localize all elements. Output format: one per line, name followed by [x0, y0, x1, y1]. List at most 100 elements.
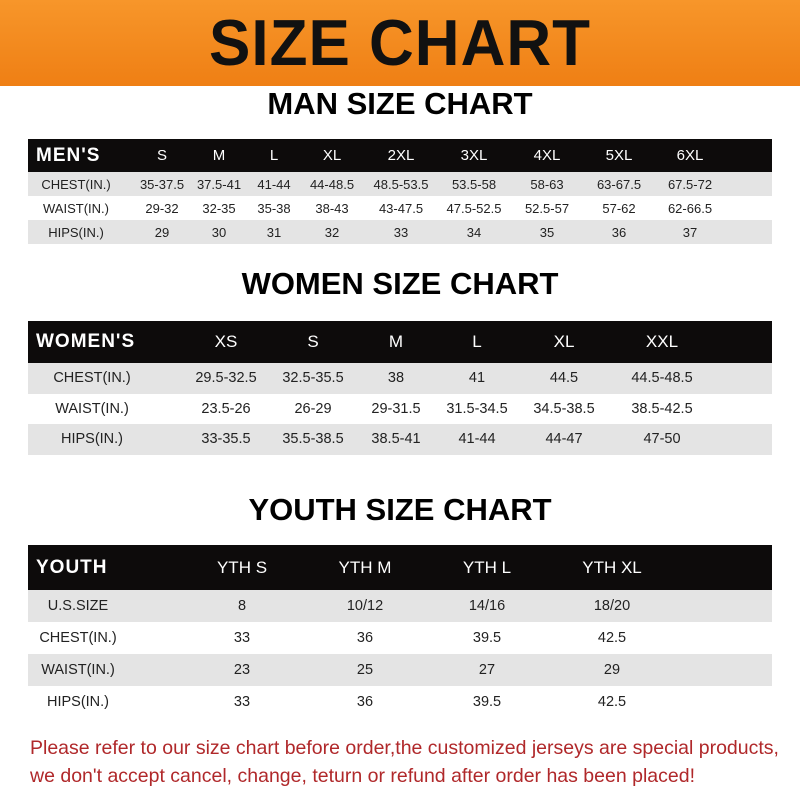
- table-cell: 33: [233, 694, 251, 710]
- table-cell: 32-35: [202, 200, 236, 216]
- youth-size-table: YOUTH YTH S YTH M YTH L YTH XL U.S.SIZE 8 10/12…: [28, 545, 772, 718]
- table-row: HIPS(IN.) 33-35.5 35.5-38.5 38.5-41 41-44 44-…: [28, 424, 772, 455]
- table-cell: 41-44: [257, 176, 291, 192]
- table-cell: 53.5-58: [451, 176, 497, 192]
- women-title: WOMEN SIZE CHART: [241, 266, 559, 301]
- size-header-cell: M: [212, 147, 226, 164]
- row-label: CHEST(IN.): [41, 176, 111, 192]
- table-cell: 26-29: [294, 400, 332, 417]
- table-cell: 23: [233, 662, 251, 678]
- table-header-row: WOMEN'S XS S M L XL XXL: [28, 321, 772, 363]
- table-cell: 36: [611, 224, 627, 240]
- size-header-cell: YTH L: [462, 557, 512, 577]
- table-cell: 39.5: [472, 694, 502, 710]
- table-cell: 39.5: [472, 630, 502, 646]
- row-label: CHEST(IN.): [39, 630, 117, 646]
- table-cell: 48.5-53.5: [373, 176, 429, 192]
- table-header-row: MEN'S S M L XL 2XL 3XL 4XL 5XL 6XL: [28, 139, 772, 172]
- row-label: U.S.SIZE: [47, 598, 109, 614]
- size-header-cell: L: [472, 332, 482, 351]
- table-cell: 38.5-42.5: [631, 400, 693, 417]
- row-label: CHEST(IN.): [53, 370, 131, 387]
- women-size-table: WOMEN'S XS S M L XL XXL CHEST(IN.) 29.5-32.5 32.5…: [28, 321, 772, 455]
- table-row: WAIST(IN.) 23 25 27 29: [28, 654, 772, 686]
- size-header-cell: XL: [322, 147, 342, 164]
- table-cell: 18/20: [593, 598, 631, 614]
- table-cell: 44-48.5: [309, 176, 355, 192]
- table-cell: 14/16: [468, 598, 506, 614]
- table-cell: 33-35.5: [201, 431, 251, 448]
- table-row: CHEST(IN.) 35-37.5 37.5-41 41-44 44-48.5 48.5…: [28, 172, 772, 196]
- table-cell: 41: [468, 370, 486, 387]
- table-title-cell: YOUTH: [36, 556, 108, 578]
- order-note-line-1: Please refer to our size chart before or…: [30, 737, 779, 759]
- banner: SIZE CHART: [0, 0, 800, 86]
- table-cell: 44-47: [545, 431, 583, 448]
- size-header-cell: S: [156, 147, 168, 164]
- table-cell: 38: [387, 370, 405, 387]
- table-row: WAIST(IN.) 29-32 32-35 35-38 38-43 43-47.5 47.…: [28, 196, 772, 220]
- table-cell: 44.5-48.5: [631, 370, 693, 387]
- size-header-cell: M: [388, 332, 404, 351]
- table-cell: 36: [356, 694, 374, 710]
- table-cell: 36: [356, 630, 374, 646]
- order-note-line-2: we don't accept cancel, change, teturn o…: [30, 765, 695, 787]
- table-cell: 57-62: [602, 200, 636, 216]
- table-cell: 34.5-38.5: [533, 400, 595, 417]
- table-cell: 31: [266, 224, 282, 240]
- table-cell: 52.5-57: [524, 200, 570, 216]
- table-cell: 29-31.5: [371, 400, 421, 417]
- table-cell: 62-66.5: [667, 200, 713, 216]
- size-header-cell: 5XL: [605, 147, 633, 164]
- size-header-cell: L: [269, 147, 279, 164]
- table-row: CHEST(IN.) 33 36 39.5 42.5: [28, 622, 772, 654]
- table-cell: 30: [211, 224, 227, 240]
- table-cell: 32.5-35.5: [282, 370, 344, 387]
- table-cell: 38-43: [315, 200, 349, 216]
- table-cell: 29.5-32.5: [195, 370, 257, 387]
- table-cell: 35-37.5: [139, 176, 185, 192]
- table-cell: 47-50: [643, 431, 681, 448]
- table-cell: 47.5-52.5: [446, 200, 502, 216]
- table-cell: 8: [237, 598, 247, 614]
- table-cell: 42.5: [597, 694, 627, 710]
- size-header-cell: YTH S: [216, 557, 268, 577]
- table-cell: 33: [233, 630, 251, 646]
- table-header-row: YOUTH YTH S YTH M YTH L YTH XL: [28, 545, 772, 590]
- table-cell: 37: [682, 224, 698, 240]
- table-cell: 25: [356, 662, 374, 678]
- table-cell: 38.5-41: [371, 431, 421, 448]
- table-row: U.S.SIZE 8 10/12 14/16 18/20: [28, 590, 772, 622]
- men-title: MAN SIZE CHART: [267, 86, 533, 121]
- table-cell: 31.5-34.5: [446, 400, 508, 417]
- row-label: HIPS(IN.): [48, 224, 104, 240]
- row-label: WAIST(IN.): [41, 662, 115, 678]
- men-size-table: MEN'S S M L XL 2XL 3XL 4XL 5XL 6XL CHEST(IN.) 35-37…: [28, 139, 772, 244]
- table-cell: 37.5-41: [196, 176, 242, 192]
- table-row: HIPS(IN.) 33 36 39.5 42.5: [28, 686, 772, 718]
- table-cell: 35-38: [257, 200, 291, 216]
- table-cell: 29-32: [145, 200, 179, 216]
- table-cell: 67.5-72: [667, 176, 713, 192]
- size-header-cell: 3XL: [460, 147, 488, 164]
- row-label: HIPS(IN.): [46, 694, 110, 710]
- table-cell: 34: [466, 224, 482, 240]
- size-header-cell: XL: [553, 332, 575, 351]
- size-header-cell: XS: [214, 332, 238, 351]
- youth-title: YOUTH SIZE CHART: [248, 492, 552, 527]
- table-cell: 29: [154, 224, 170, 240]
- table-cell: 32: [324, 224, 340, 240]
- banner-title: SIZE CHART: [209, 6, 591, 80]
- table-cell: 63-67.5: [596, 176, 642, 192]
- table-row: HIPS(IN.) 29 30 31 32 33 34 35 36 37: [28, 220, 772, 244]
- table-cell: 27: [478, 662, 496, 678]
- table-cell: 35: [539, 224, 555, 240]
- table-cell: 58-63: [530, 176, 564, 192]
- size-header-cell: 6XL: [676, 147, 704, 164]
- size-header-cell: 4XL: [533, 147, 561, 164]
- table-row: CHEST(IN.) 29.5-32.5 32.5-35.5 38 41 44.5 44.5…: [28, 363, 772, 394]
- table-row: WAIST(IN.) 23.5-26 26-29 29-31.5 31.5-34.5 34…: [28, 393, 772, 424]
- table-cell: 41-44: [458, 431, 496, 448]
- size-header-cell: 2XL: [387, 147, 415, 164]
- size-header-cell: S: [307, 332, 319, 351]
